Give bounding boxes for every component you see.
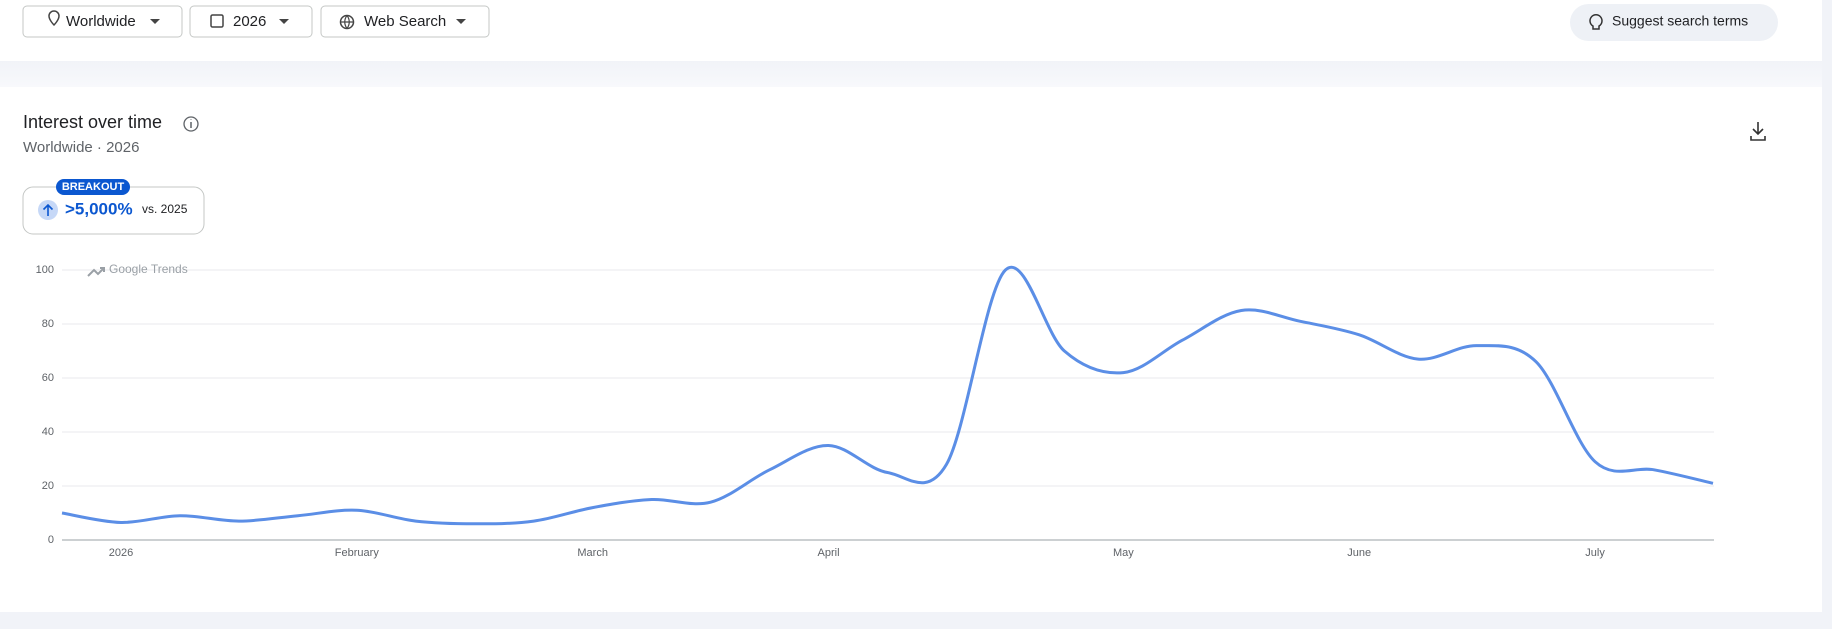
location-filter[interactable]: Worldwide <box>22 5 183 38</box>
y-tick-label: 40 <box>42 426 54 438</box>
y-tick-label: 80 <box>42 318 54 330</box>
watermark <box>87 267 105 277</box>
y-tick-label: 20 <box>42 480 54 492</box>
chart-card <box>0 87 1822 612</box>
badge-label: BREAKOUT <box>62 181 125 193</box>
y-tick-label: 0 <box>48 534 54 546</box>
filter-label: 2026 <box>233 13 266 30</box>
filter-label: Web Search <box>364 13 446 30</box>
badge <box>56 179 130 195</box>
property-filter[interactable]: Web Search <box>320 5 490 38</box>
trend-line <box>61 265 1714 526</box>
comparison: vs. 2025 <box>142 202 188 216</box>
watermark-label: Google Trends <box>109 262 188 276</box>
x-tick-label: March <box>577 547 608 559</box>
time-filter[interactable]: 2026 <box>189 5 313 38</box>
x-tick-label: May <box>1113 547 1134 559</box>
x-tick-label: June <box>1347 547 1371 559</box>
filter-label: Worldwide <box>66 13 136 30</box>
info-icon[interactable] <box>183 116 199 132</box>
suggest-label: Suggest search terms <box>1612 13 1748 29</box>
suggest-button[interactable]: Suggest search terms <box>1570 4 1778 41</box>
card-subtitle: Worldwide · 2026 <box>23 139 139 156</box>
y-tick-label: 100 <box>36 264 54 276</box>
card-title: Interest over time <box>23 112 162 132</box>
download-icon[interactable] <box>1750 122 1766 141</box>
x-tick-label: February <box>335 547 380 559</box>
x-tick-label: 2026 <box>109 547 133 559</box>
divider-band <box>0 61 1822 87</box>
change-value: >5,000% <box>65 199 133 218</box>
x-tick-label: July <box>1585 547 1605 559</box>
x-tick-label: April <box>818 547 840 559</box>
y-tick-label: 60 <box>42 372 54 384</box>
